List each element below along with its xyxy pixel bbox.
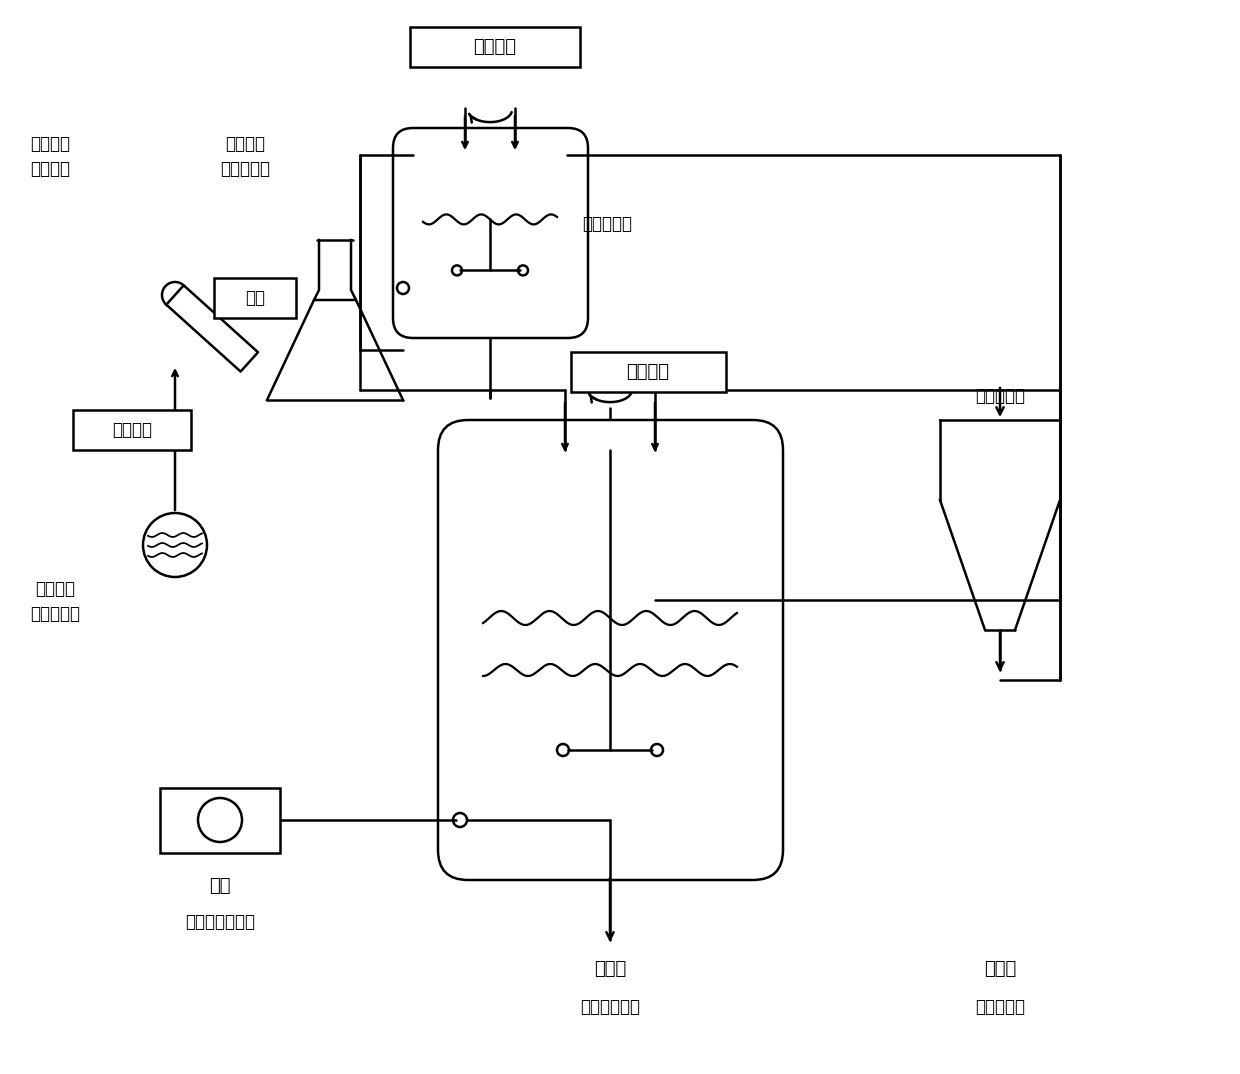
Text: 扩培生产: 扩培生产 [626,363,670,381]
Bar [410,27,580,67]
Text: 摇瓶培养
（三角瓶）: 摇瓶培养 （三角瓶） [219,135,270,178]
Text: 培养基原料: 培养基原料 [975,387,1025,405]
Text: 接种: 接种 [246,289,265,307]
Bar [160,787,280,853]
Text: 菌种培养: 菌种培养 [474,38,517,56]
Text: （主发酵罐）: （主发酵罐） [580,998,640,1016]
FancyBboxPatch shape [393,128,588,338]
Text: 筛选菌落
（表面盘）: 筛选菌落 （表面盘） [30,580,81,623]
Text: 琼脂斜面
（试管）: 琼脂斜面 （试管） [30,135,69,178]
Text: 供氧: 供氧 [210,877,231,896]
Text: 营养液: 营养液 [983,960,1016,978]
Bar [73,410,191,450]
Text: （种子罐）: （种子罐） [582,216,632,233]
Bar [570,352,725,392]
Text: （配料罐）: （配料罐） [975,998,1025,1016]
Text: （空气压缩机）: （空气压缩机） [185,913,255,930]
Bar [215,278,296,318]
Text: 发酵液: 发酵液 [594,960,626,978]
FancyBboxPatch shape [438,420,782,880]
Text: 菌种提纯: 菌种提纯 [112,421,153,439]
